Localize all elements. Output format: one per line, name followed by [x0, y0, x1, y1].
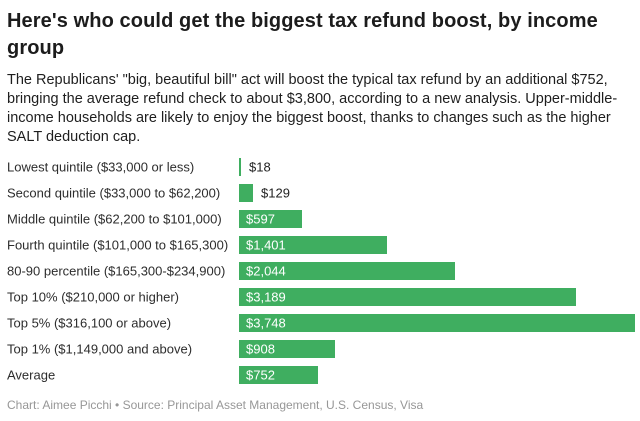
bar-category-label: Top 1% ($1,149,000 and above) [7, 341, 193, 357]
bar[interactable]: $752 [239, 366, 318, 384]
bar-category-label: Lowest quintile ($33,000 or less) [7, 159, 195, 175]
bar[interactable]: $3,748 [239, 314, 635, 332]
bar-category-label: Middle quintile ($62,200 to $101,000) [7, 211, 222, 227]
bar-value-label: $597 [246, 211, 275, 227]
bar-row: Top 1% ($1,149,000 and above) $908 [7, 336, 640, 362]
bar-row: Middle quintile ($62,200 to $101,000) $59… [7, 206, 640, 232]
bar-category-label: Average [7, 367, 56, 383]
bar-track: $1,401 [239, 236, 640, 254]
bar-row: Second quintile ($33,000 to $62,200) $129 [7, 180, 640, 206]
bar[interactable] [239, 158, 241, 176]
bar-category-label: Fourth quintile ($101,000 to $165,300) [7, 237, 229, 253]
chart-subtitle: The Republicans' "big, beautiful bill" a… [7, 72, 618, 145]
bar[interactable]: $2,044 [239, 262, 455, 280]
chart-source-credit: Chart: Aimee Picchi • Source: Principal … [7, 398, 424, 412]
bar-track: $752 [239, 366, 640, 384]
bar-track: $3,189 [239, 288, 640, 306]
bar-row: 80-90 percentile ($165,300-$234,900) $2,0… [7, 258, 640, 284]
bar-chart: Lowest quintile ($33,000 or less) $18 Seco… [7, 154, 640, 388]
bar-value-label: $908 [246, 341, 275, 357]
bar-row: Average $752 [7, 362, 640, 388]
bar-track: $2,044 [239, 262, 640, 280]
bar-track: $129 [239, 184, 640, 202]
bar-track: $18 [239, 158, 640, 176]
bar-row: Top 5% ($316,100 or above) $3,748 [7, 310, 640, 336]
bar-value-label: $3,189 [246, 289, 286, 305]
bar-row: Lowest quintile ($33,000 or less) $18 [7, 154, 640, 180]
bar-row: Top 10% ($210,000 or higher) $3,189 [7, 284, 640, 310]
bar-track: $908 [239, 340, 640, 358]
bar-track: $3,748 [239, 314, 640, 332]
bar-track: $597 [239, 210, 640, 228]
bar-value-label: $129 [261, 185, 290, 201]
bar-value-label: $1,401 [246, 237, 286, 253]
bar-value-label: $18 [249, 159, 271, 175]
bar[interactable]: $597 [239, 210, 302, 228]
bar-row: Fourth quintile ($101,000 to $165,300) $1… [7, 232, 640, 258]
bar-value-label: $752 [246, 367, 275, 383]
bar-value-label: $2,044 [246, 263, 286, 279]
bar[interactable]: $1,401 [239, 236, 387, 254]
bar-category-label: Top 5% ($316,100 or above) [7, 315, 172, 331]
chart-title: Here's who could get the biggest tax ref… [7, 10, 598, 59]
bar-category-label: 80-90 percentile ($165,300-$234,900) [7, 263, 226, 279]
bar[interactable] [239, 184, 253, 202]
bar-value-label: $3,748 [246, 315, 286, 331]
bar-category-label: Top 10% ($210,000 or higher) [7, 289, 180, 305]
bar[interactable]: $908 [239, 340, 335, 358]
bar[interactable]: $3,189 [239, 288, 576, 306]
bar-category-label: Second quintile ($33,000 to $62,200) [7, 185, 221, 201]
